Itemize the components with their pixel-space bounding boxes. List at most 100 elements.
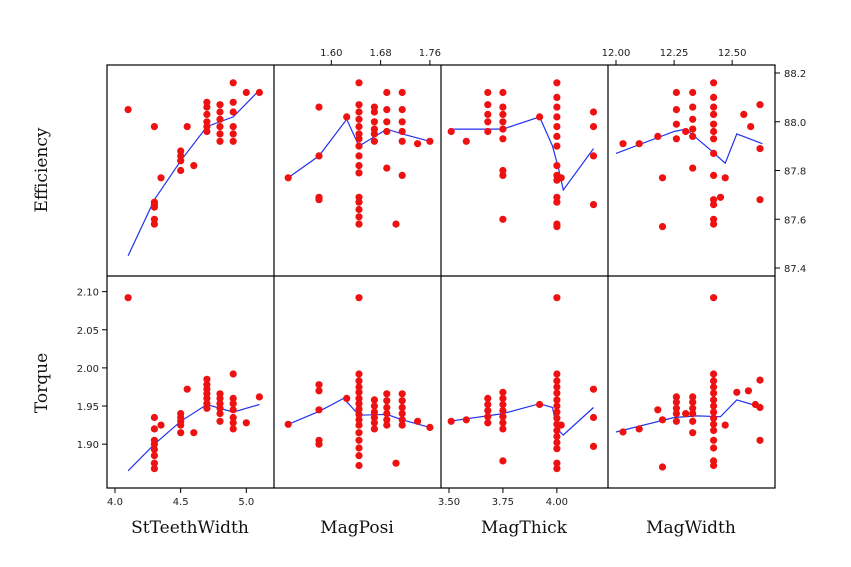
- data-point-torque-vs-stteethwidth-7: [150, 459, 158, 467]
- y-tick-label-efficiency-1: 87.6: [784, 215, 806, 226]
- data-point-torque-vs-stteethwidth-2: [150, 425, 158, 433]
- data-point-efficiency-vs-magthick-10: [499, 118, 507, 126]
- data-point-torque-vs-magthick-5: [484, 413, 492, 421]
- data-point-torque-vs-magthick-27: [553, 432, 561, 441]
- data-point-efficiency-vs-magwidth-21: [710, 127, 718, 136]
- data-point-efficiency-vs-magposi-19: [355, 205, 363, 214]
- data-point-torque-vs-magposi-17: [355, 421, 363, 429]
- data-point-efficiency-vs-magposi-1: [315, 103, 323, 111]
- data-point-torque-vs-magthick-2: [484, 394, 492, 402]
- data-point-efficiency-vs-magposi-18: [355, 198, 363, 206]
- data-point-efficiency-vs-magwidth-33: [756, 101, 764, 109]
- data-point-efficiency-vs-magwidth-8: [672, 135, 681, 143]
- data-point-torque-vs-magwidth-5: [672, 393, 681, 401]
- data-point-torque-vs-stteethwidth-4: [150, 440, 158, 448]
- data-point-torque-vs-magthick-8: [499, 394, 507, 402]
- data-point-torque-vs-stteethwidth-37: [242, 419, 250, 427]
- data-point-efficiency-vs-stteethwidth-22: [216, 115, 224, 123]
- data-point-efficiency-vs-magwidth-3: [658, 174, 667, 182]
- data-point-efficiency-vs-stteethwidth-10: [177, 157, 185, 165]
- data-point-torque-vs-magwidth-10: [682, 410, 690, 418]
- data-point-efficiency-vs-magposi-2: [315, 152, 323, 160]
- data-point-torque-vs-magposi-20: [355, 444, 363, 452]
- data-point-torque-vs-magthick-3: [484, 400, 492, 409]
- data-point-efficiency-vs-stteethwidth-1: [150, 123, 158, 131]
- data-point-torque-vs-magposi-43: [426, 423, 434, 431]
- data-point-efficiency-vs-stteethwidth-12: [183, 123, 191, 131]
- data-point-torque-vs-magwidth-6: [672, 398, 681, 406]
- data-point-efficiency-vs-magwidth-12: [689, 115, 697, 123]
- data-point-efficiency-vs-magposi-31: [383, 127, 391, 136]
- column-title-magthick: MagThick: [481, 518, 568, 538]
- data-point-efficiency-vs-stteethwidth-20: [216, 101, 224, 109]
- data-point-torque-vs-magposi-36: [398, 390, 406, 398]
- data-point-torque-vs-stteethwidth-29: [216, 417, 224, 425]
- data-point-efficiency-vs-magthick-33: [589, 123, 598, 131]
- data-point-torque-vs-stteethwidth-5: [150, 445, 158, 454]
- data-point-torque-vs-magposi-34: [383, 421, 391, 429]
- data-point-torque-vs-magwidth-4: [658, 416, 667, 424]
- data-point-efficiency-vs-magposi-9: [355, 115, 363, 123]
- data-point-efficiency-vs-magthick-32: [589, 108, 598, 116]
- data-point-torque-vs-magwidth-25: [710, 414, 718, 422]
- data-point-efficiency-vs-magwidth-32: [747, 123, 755, 131]
- data-point-torque-vs-stteethwidth-32: [229, 400, 237, 408]
- data-point-torque-vs-magthick-23: [553, 408, 561, 416]
- data-point-torque-vs-magwidth-22: [710, 396, 718, 404]
- data-point-torque-vs-magposi-16: [355, 416, 363, 424]
- data-point-torque-vs-stteethwidth-16: [190, 429, 198, 437]
- data-point-efficiency-vs-stteethwidth-13: [190, 162, 198, 170]
- data-point-torque-vs-stteethwidth-38: [255, 393, 263, 401]
- data-point-torque-vs-magthick-6: [484, 419, 492, 427]
- x-tick-label-magwidth-1: 12.25: [660, 48, 689, 59]
- data-point-torque-vs-magwidth-26: [710, 420, 718, 428]
- data-point-efficiency-vs-magposi-26: [370, 130, 378, 138]
- column-title-stteethwidth: StTeethWidth: [131, 518, 249, 538]
- y-tick-label-torque-4: 2.10: [77, 288, 99, 299]
- data-point-efficiency-vs-stteethwidth-11: [177, 166, 185, 175]
- data-point-torque-vs-magposi-0: [284, 420, 292, 428]
- data-point-torque-vs-magthick-17: [553, 370, 561, 378]
- data-point-torque-vs-magthick-13: [499, 425, 507, 433]
- data-point-efficiency-vs-magthick-14: [499, 171, 507, 179]
- data-point-torque-vs-stteethwidth-14: [177, 429, 185, 437]
- data-point-torque-vs-magposi-2: [315, 387, 323, 395]
- data-point-torque-vs-magwidth-36: [756, 376, 764, 384]
- data-point-efficiency-vs-magposi-35: [398, 106, 406, 114]
- data-point-torque-vs-magwidth-9: [672, 417, 681, 425]
- data-point-efficiency-vs-magthick-18: [553, 93, 561, 101]
- data-point-torque-vs-magposi-11: [355, 388, 363, 396]
- data-point-torque-vs-magwidth-29: [710, 444, 718, 452]
- data-point-torque-vs-magwidth-32: [721, 421, 729, 429]
- data-point-torque-vs-magwidth-34: [744, 387, 753, 395]
- panel-efficiency-vs-stteethwidth: [124, 79, 263, 257]
- y-tick-label-torque-1: 1.95: [77, 402, 99, 413]
- data-point-efficiency-vs-stteethwidth-28: [229, 108, 237, 116]
- data-point-torque-vs-magwidth-12: [689, 398, 697, 406]
- data-point-efficiency-vs-magthick-15: [499, 215, 507, 223]
- data-point-torque-vs-magposi-19: [355, 436, 363, 444]
- data-point-torque-vs-stteethwidth-15: [183, 385, 191, 393]
- data-point-torque-vs-stteethwidth-13: [177, 421, 185, 429]
- data-point-efficiency-vs-magthick-22: [553, 132, 561, 140]
- data-point-efficiency-vs-magposi-38: [398, 137, 406, 145]
- data-point-torque-vs-magposi-1: [315, 381, 323, 389]
- data-point-efficiency-vs-magposi-7: [355, 101, 363, 109]
- data-point-torque-vs-magposi-12: [355, 394, 363, 402]
- data-point-efficiency-vs-magposi-16: [355, 169, 363, 177]
- data-point-torque-vs-magwidth-24: [710, 408, 718, 416]
- smoother-line-efficiency-vs-magthick: [449, 116, 594, 192]
- data-point-efficiency-vs-stteethwidth-32: [242, 88, 250, 97]
- data-point-torque-vs-magwidth-7: [672, 404, 681, 412]
- data-point-efficiency-vs-stteethwidth-30: [229, 130, 237, 138]
- data-point-efficiency-vs-magwidth-18: [710, 103, 718, 111]
- data-point-torque-vs-magposi-27: [370, 419, 378, 427]
- data-point-torque-vs-magthick-11: [499, 413, 507, 421]
- data-point-efficiency-vs-magposi-37: [398, 127, 406, 136]
- data-point-torque-vs-magwidth-19: [710, 377, 718, 385]
- data-point-torque-vs-magposi-14: [355, 405, 363, 413]
- data-point-torque-vs-magposi-21: [355, 452, 363, 460]
- data-point-efficiency-vs-magwidth-9: [682, 127, 690, 136]
- data-point-efficiency-vs-magwidth-16: [710, 79, 718, 87]
- data-point-efficiency-vs-stteethwidth-23: [216, 123, 224, 131]
